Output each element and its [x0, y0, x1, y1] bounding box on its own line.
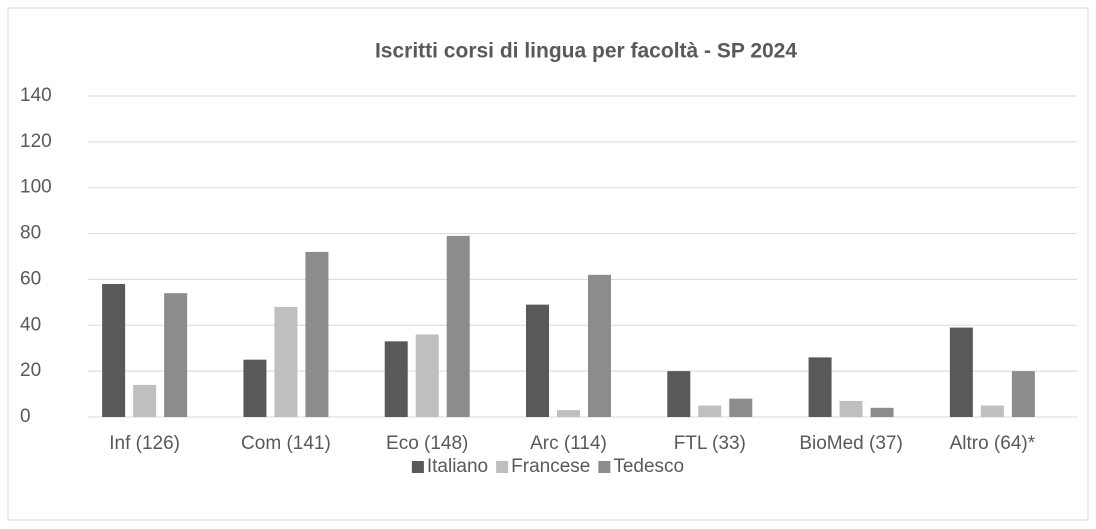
legend-swatch — [496, 461, 509, 473]
chart-title: Iscritti corsi di lingua per facoltà - S… — [375, 40, 797, 63]
bar — [667, 371, 691, 417]
x-tick-label: Com (141) — [241, 433, 331, 454]
y-tick-label: 0 — [20, 406, 31, 427]
bar — [384, 341, 408, 417]
x-tick-label: Inf (126) — [109, 433, 180, 454]
x-tick-label: BioMed (37) — [799, 433, 903, 454]
y-tick-label: 20 — [20, 360, 41, 381]
x-tick-label: Altro (64)* — [950, 433, 1036, 454]
legend-label: Francese — [511, 456, 590, 477]
bar — [698, 405, 722, 417]
bar — [133, 384, 157, 417]
bar — [808, 357, 832, 417]
y-tick-label: 60 — [20, 268, 41, 289]
bar — [949, 327, 973, 417]
bar — [729, 398, 753, 417]
bar — [1011, 371, 1035, 417]
x-tick-label: Eco (148) — [386, 433, 468, 454]
bar — [526, 304, 549, 417]
y-tick-label: 80 — [20, 223, 41, 244]
legend-label: Tedesco — [613, 456, 684, 477]
y-tick-label: 140 — [20, 85, 52, 106]
bar — [102, 284, 126, 417]
bar — [870, 407, 894, 417]
bar — [274, 306, 298, 417]
bar — [588, 274, 611, 417]
x-tick-label: Arc (114) — [530, 433, 607, 454]
y-tick-label: 100 — [20, 177, 52, 198]
x-tick-label: FTL (33) — [674, 433, 746, 454]
bar — [980, 405, 1004, 417]
y-tick-label: 120 — [20, 131, 52, 152]
bar — [415, 334, 439, 417]
bar — [557, 410, 580, 417]
bar — [446, 235, 470, 417]
chart-border — [7, 7, 1089, 521]
bar — [305, 251, 329, 417]
bar — [243, 359, 267, 417]
legend-label: Italiano — [427, 456, 488, 477]
bar — [164, 293, 188, 417]
legend-swatch — [411, 461, 424, 473]
legend-swatch — [598, 461, 611, 473]
bar — [839, 400, 863, 417]
y-tick-label: 40 — [20, 314, 41, 335]
